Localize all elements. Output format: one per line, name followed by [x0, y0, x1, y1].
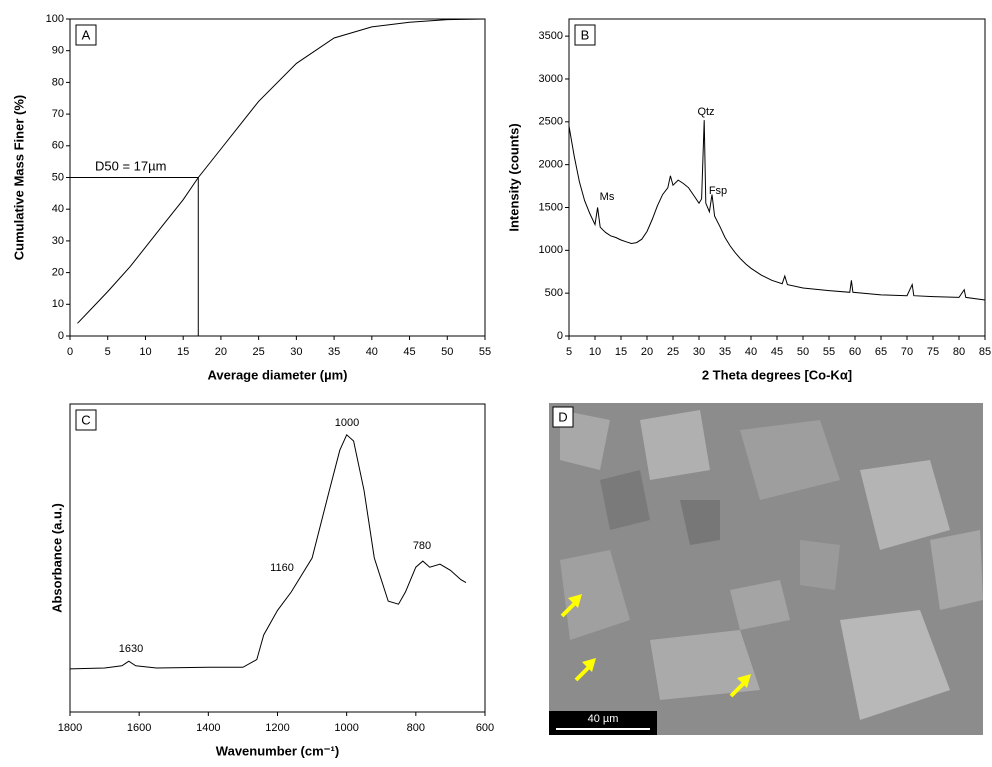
- y-tick-label: 1000: [539, 244, 563, 256]
- scale-bar-label: 40 µm: [588, 713, 619, 725]
- panel-label-box: [75, 24, 97, 46]
- x-tick-label: 45: [403, 346, 415, 358]
- x-tick-label: 60: [849, 346, 861, 358]
- panel-label: B: [581, 27, 590, 42]
- x-tick-label: 50: [441, 346, 453, 358]
- panel-label: D: [558, 409, 567, 424]
- data-line: [69, 433, 467, 670]
- y-tick-label: 500: [545, 287, 563, 299]
- x-tick-label: 70: [901, 346, 913, 358]
- x-tick-label: 35: [719, 346, 731, 358]
- x-tick-label: 65: [875, 346, 887, 358]
- x-tick-label: 80: [953, 346, 965, 358]
- y-tick-label: 3500: [539, 30, 563, 42]
- x-tick-label: 55: [479, 346, 491, 358]
- x-tick-label: 55: [823, 346, 835, 358]
- y-tick-label: 3000: [539, 73, 563, 85]
- x-tick-label: 15: [615, 346, 627, 358]
- y-tick-label: 80: [52, 76, 64, 88]
- panel-label-box: [75, 409, 97, 431]
- plot-frame: [568, 18, 986, 337]
- x-tick-label: 45: [771, 346, 783, 358]
- x-tick-label: 75: [927, 346, 939, 358]
- x-tick-label: 50: [797, 346, 809, 358]
- y-tick-label: 2500: [539, 116, 563, 128]
- annotation: 1000: [335, 417, 359, 429]
- x-tick-label: 20: [641, 346, 653, 358]
- sem-image: 40 µm D: [549, 403, 983, 735]
- x-tick-label: 5: [105, 346, 111, 358]
- x-tick-label: 0: [67, 346, 73, 358]
- x-tick-label: 1000: [334, 722, 358, 734]
- x-tick-label: 20: [215, 346, 227, 358]
- y-tick-label: 60: [52, 140, 64, 152]
- x-tick-label: 10: [139, 346, 151, 358]
- x-tick-label: 35: [328, 346, 340, 358]
- data-line: [568, 120, 986, 301]
- x-tick-label: 85: [979, 346, 991, 358]
- x-tick-label: 30: [290, 346, 302, 358]
- annotation: 1630: [119, 643, 143, 655]
- y-tick-label: 100: [46, 13, 64, 25]
- panel-label: A: [82, 27, 91, 42]
- y-tick-label: 20: [52, 267, 64, 279]
- x-tick-label: 25: [667, 346, 679, 358]
- annotation: Qtz: [697, 106, 714, 118]
- annotation: 1160: [270, 562, 294, 574]
- plot-frame: [69, 403, 486, 713]
- data-line: [77, 18, 486, 324]
- x-tick-label: 1400: [196, 722, 220, 734]
- y-tick-label: 40: [52, 203, 64, 215]
- y-tick-label: 70: [52, 108, 64, 120]
- x-axis-label: Average diameter (µm): [208, 367, 348, 382]
- y-axis-label: Intensity (counts): [506, 123, 521, 231]
- y-tick-label: 2000: [539, 159, 563, 171]
- x-tick-label: 800: [407, 722, 425, 734]
- x-tick-label: 15: [177, 346, 189, 358]
- x-tick-label: 600: [476, 722, 494, 734]
- x-axis-label: 2 Theta degrees [Co-Kα]: [702, 367, 852, 382]
- y-tick-label: 0: [557, 330, 563, 342]
- annotation: 780: [413, 540, 431, 552]
- x-tick-label: 1600: [127, 722, 151, 734]
- x-tick-label: 10: [589, 346, 601, 358]
- x-tick-label: 25: [253, 346, 265, 358]
- panel-label-box: [574, 24, 596, 46]
- annotation: Fsp: [709, 185, 727, 197]
- x-tick-label: 40: [745, 346, 757, 358]
- y-axis-label: Absorbance (a.u.): [49, 503, 64, 613]
- y-tick-label: 90: [52, 45, 64, 57]
- x-tick-label: 40: [366, 346, 378, 358]
- x-tick-label: 30: [693, 346, 705, 358]
- y-tick-label: 50: [52, 171, 64, 183]
- x-tick-label: 1800: [58, 722, 82, 734]
- x-tick-label: 1200: [265, 722, 289, 734]
- y-tick-label: 10: [52, 298, 64, 310]
- x-axis-label: Wavenumber (cm⁻¹): [216, 743, 339, 758]
- y-tick-label: 30: [52, 235, 64, 247]
- annotation: D50 = 17µm: [95, 158, 166, 173]
- y-tick-label: 0: [58, 330, 64, 342]
- y-tick-label: 1500: [539, 201, 563, 213]
- y-axis-label: Cumulative Mass Finer (%): [11, 95, 26, 260]
- panel-label: C: [81, 412, 90, 427]
- x-tick-label: 5: [566, 346, 572, 358]
- annotation: Ms: [600, 191, 615, 203]
